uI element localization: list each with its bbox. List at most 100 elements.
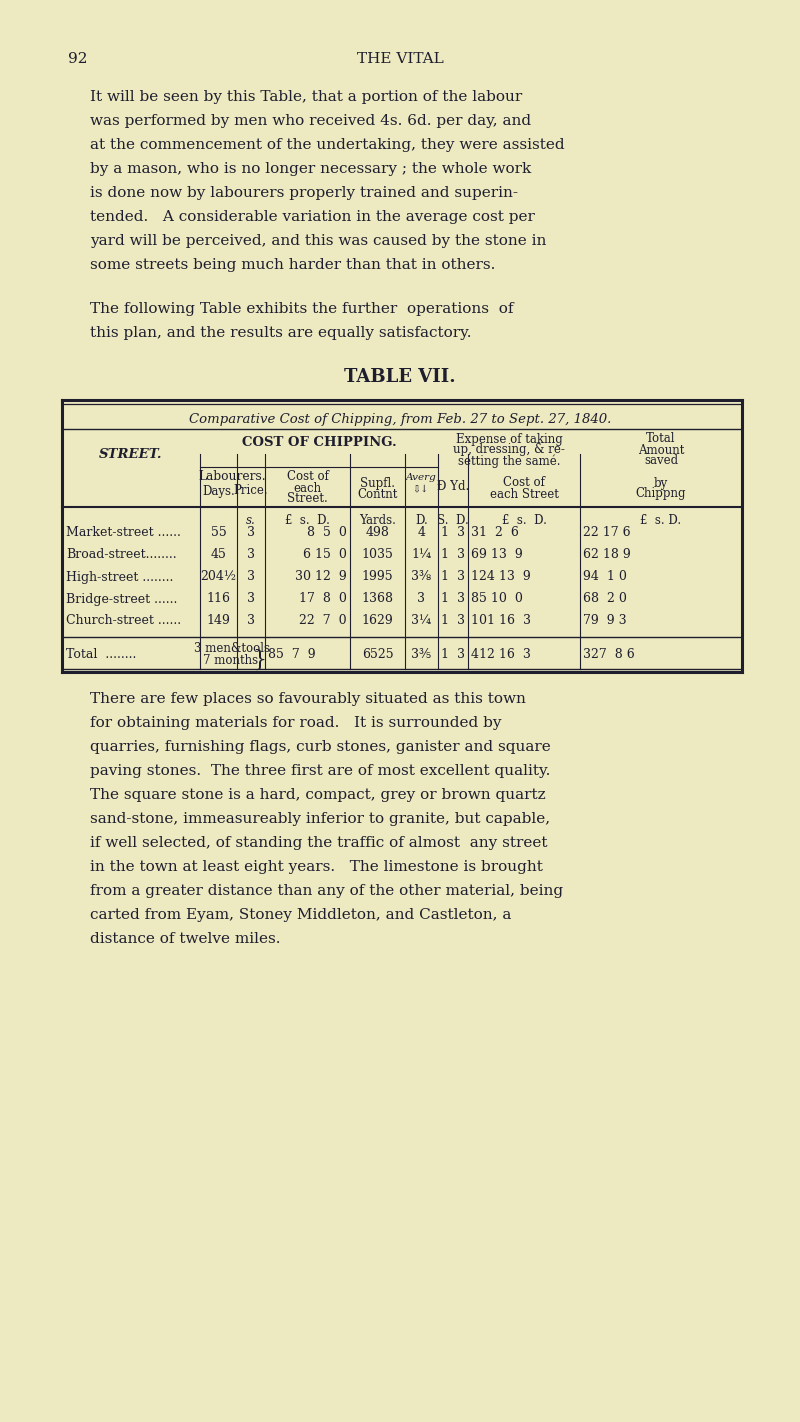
Text: yard will be perceived, and this was caused by the stone in: yard will be perceived, and this was cau… <box>90 235 546 247</box>
Text: quarries, furnishing flags, curb stones, ganister and square: quarries, furnishing flags, curb stones,… <box>90 739 550 754</box>
Text: 85 10  0: 85 10 0 <box>471 593 523 606</box>
Text: Comparative Cost of Chipping, from Feb. 27 to Sept. 27, 1840.: Comparative Cost of Chipping, from Feb. … <box>189 414 611 427</box>
Text: 94  1 0: 94 1 0 <box>583 570 627 583</box>
Text: if well selected, of standing the traffic of almost  any street: if well selected, of standing the traffi… <box>90 836 547 850</box>
Text: 17  8  0: 17 8 0 <box>299 593 347 606</box>
Text: 6 15  0: 6 15 0 <box>303 549 347 562</box>
Text: this plan, and the results are equally satisfactory.: this plan, and the results are equally s… <box>90 326 471 340</box>
Text: Price.: Price. <box>234 485 268 498</box>
Text: 3: 3 <box>247 549 255 562</box>
Text: 7 months.: 7 months. <box>203 654 262 667</box>
Text: 69 13  9: 69 13 9 <box>471 549 522 562</box>
Text: 79  9 3: 79 9 3 <box>583 614 626 627</box>
Text: saved: saved <box>644 455 678 468</box>
Text: 3: 3 <box>247 593 255 606</box>
Text: 327  8 6: 327 8 6 <box>583 647 634 660</box>
Text: STREET.: STREET. <box>99 448 162 462</box>
Text: £  s.  D.: £ s. D. <box>285 513 330 526</box>
Text: 3⅜: 3⅜ <box>411 570 431 583</box>
Text: Bridge-street ......: Bridge-street ...... <box>66 593 178 606</box>
Text: Averg: Averg <box>406 472 437 482</box>
Text: Cost of: Cost of <box>503 476 545 489</box>
Text: 412 16  3: 412 16 3 <box>471 647 531 660</box>
Text: up, dressing, & re-: up, dressing, & re- <box>453 444 565 456</box>
Text: 31  2  6: 31 2 6 <box>471 526 519 539</box>
Text: 3: 3 <box>418 593 426 606</box>
Text: 1  3: 1 3 <box>441 570 465 583</box>
Text: 498: 498 <box>366 526 390 539</box>
Text: 3⅗: 3⅗ <box>411 647 431 660</box>
Text: was performed by men who received 4s. 6d. per day, and: was performed by men who received 4s. 6d… <box>90 114 531 128</box>
Text: Supfl.: Supfl. <box>360 476 395 489</box>
Text: 1  3: 1 3 <box>441 549 465 562</box>
Text: ⇩↓: ⇩↓ <box>414 485 430 493</box>
Text: Market-street ......: Market-street ...... <box>66 526 181 539</box>
Text: 62 18 9: 62 18 9 <box>583 549 630 562</box>
Text: 30 12  9: 30 12 9 <box>295 570 347 583</box>
Text: by a mason, who is no longer necessary ; the whole work: by a mason, who is no longer necessary ;… <box>90 162 531 176</box>
Text: D.: D. <box>415 513 428 526</box>
Text: Cost of: Cost of <box>286 471 329 483</box>
Text: Expense of taking: Expense of taking <box>456 432 562 445</box>
Text: £  s.  D.: £ s. D. <box>502 513 546 526</box>
Text: 1995: 1995 <box>362 570 394 583</box>
Text: 92: 92 <box>68 53 87 65</box>
Text: for obtaining materials for road.   It is surrounded by: for obtaining materials for road. It is … <box>90 717 502 729</box>
Text: 204½: 204½ <box>201 570 237 583</box>
Text: sand-stone, immeasureably inferior to granite, but capable,: sand-stone, immeasureably inferior to gr… <box>90 812 550 826</box>
Text: High-street ........: High-street ........ <box>66 570 174 583</box>
Text: s.: s. <box>246 513 256 526</box>
Text: Street.: Street. <box>287 492 328 505</box>
Text: COST OF CHIPPING.: COST OF CHIPPING. <box>242 437 396 449</box>
Text: 1  3: 1 3 <box>441 614 465 627</box>
Text: 1368: 1368 <box>362 593 394 606</box>
Text: 8  5  0: 8 5 0 <box>307 526 347 539</box>
Text: 124 13  9: 124 13 9 <box>471 570 530 583</box>
Text: setting the samé.: setting the samé. <box>458 455 560 468</box>
Text: 3: 3 <box>247 614 255 627</box>
Text: £  s. D.: £ s. D. <box>641 513 682 526</box>
Text: 6525: 6525 <box>362 647 394 660</box>
Text: 22 17 6: 22 17 6 <box>583 526 630 539</box>
Text: 3: 3 <box>247 570 255 583</box>
Text: Yards.: Yards. <box>359 513 396 526</box>
Text: It will be seen by this Table, that a portion of the labour: It will be seen by this Table, that a po… <box>90 90 522 104</box>
Text: carted from Eyam, Stoney Middleton, and Castleton, a: carted from Eyam, Stoney Middleton, and … <box>90 909 511 921</box>
Text: 116: 116 <box>206 593 230 606</box>
Text: Broad-street........: Broad-street........ <box>66 549 177 562</box>
Text: The square stone is a hard, compact, grey or brown quartz: The square stone is a hard, compact, gre… <box>90 788 546 802</box>
Text: each: each <box>294 482 322 495</box>
Text: tended.   A considerable variation in the average cost per: tended. A considerable variation in the … <box>90 210 535 225</box>
Text: 3: 3 <box>247 526 255 539</box>
Text: is done now by labourers properly trained and superin-: is done now by labourers properly traine… <box>90 186 518 201</box>
Text: each Street: each Street <box>490 488 558 501</box>
Text: }: } <box>252 648 266 671</box>
Text: 22  7  0: 22 7 0 <box>299 614 347 627</box>
Text: 149: 149 <box>206 614 230 627</box>
Text: Total: Total <box>646 432 676 445</box>
Text: 1035: 1035 <box>362 549 394 562</box>
Text: Church-street ......: Church-street ...... <box>66 614 181 627</box>
Text: Days.: Days. <box>202 485 235 498</box>
Text: Contnt: Contnt <box>358 488 398 501</box>
Text: Chippng: Chippng <box>636 488 686 501</box>
Text: Labourers.: Labourers. <box>198 471 266 483</box>
Text: Ð Yd.: Ð Yd. <box>437 481 469 493</box>
Text: 1  3: 1 3 <box>441 526 465 539</box>
Text: paving stones.  The three first are of most excellent quality.: paving stones. The three first are of mo… <box>90 764 550 778</box>
Text: 1  3: 1 3 <box>441 593 465 606</box>
Text: 3¼: 3¼ <box>411 614 431 627</box>
Text: 55: 55 <box>210 526 226 539</box>
Text: Amount: Amount <box>638 444 684 456</box>
Text: 1629: 1629 <box>362 614 394 627</box>
Text: The following Table exhibits the further  operations  of: The following Table exhibits the further… <box>90 301 514 316</box>
Text: 4: 4 <box>418 526 426 539</box>
Text: by: by <box>654 476 668 489</box>
Text: distance of twelve miles.: distance of twelve miles. <box>90 931 281 946</box>
Text: Total  ........: Total ........ <box>66 647 136 660</box>
Text: There are few places so favourably situated as this town: There are few places so favourably situa… <box>90 693 526 705</box>
Text: some streets being much harder than that in others.: some streets being much harder than that… <box>90 257 495 272</box>
Text: in the town at least eight years.   The limestone is brought: in the town at least eight years. The li… <box>90 860 543 875</box>
Text: 1¼: 1¼ <box>411 549 431 562</box>
Text: THE VITAL: THE VITAL <box>357 53 443 65</box>
